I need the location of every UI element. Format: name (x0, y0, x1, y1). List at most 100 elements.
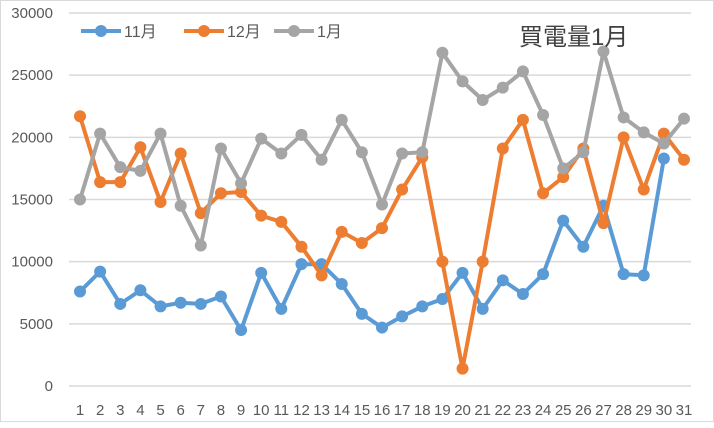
data-point (496, 142, 509, 155)
data-point (436, 46, 449, 59)
data-point (355, 307, 368, 320)
data-point (657, 127, 670, 140)
x-tick-label: 16 (374, 402, 391, 419)
x-tick-label: 31 (676, 402, 693, 419)
data-point (416, 146, 429, 159)
data-point (295, 240, 308, 253)
x-tick-label: 17 (394, 402, 411, 419)
legend: 11月 12月 1月 (81, 24, 342, 41)
data-point (557, 162, 570, 175)
y-tick-label: 30000 (11, 5, 53, 22)
data-point (134, 164, 147, 177)
x-tick-label: 25 (555, 402, 572, 419)
x-tick-label: 6 (176, 402, 184, 419)
y-axis: 0 5000 10000 15000 20000 25000 30000 (11, 5, 53, 395)
data-point (376, 222, 388, 235)
data-point (617, 268, 630, 281)
y-tick-label: 5000 (20, 316, 53, 333)
data-point (456, 266, 469, 279)
data-point (657, 137, 670, 150)
data-point (235, 186, 248, 199)
data-point (275, 302, 288, 315)
x-tick-label: 8 (217, 402, 225, 419)
data-point (355, 237, 368, 250)
x-tick-label: 23 (515, 402, 532, 419)
x-tick-label: 11 (274, 402, 290, 419)
data-point (194, 207, 207, 220)
data-point (355, 146, 368, 159)
data-point (235, 177, 248, 190)
x-tick-label: 5 (156, 402, 164, 419)
data-point (496, 274, 509, 287)
data-point (174, 199, 187, 212)
y-tick-label: 0 (45, 378, 53, 395)
x-tick-label: 18 (414, 402, 431, 419)
data-point (597, 217, 610, 230)
x-tick-label: 21 (474, 402, 491, 419)
data-point (335, 225, 348, 238)
data-point (496, 81, 509, 94)
legend-item: 11月 (81, 24, 157, 41)
chart-title: 買電量1月 (519, 24, 628, 51)
y-tick-label: 25000 (11, 67, 53, 84)
legend-item: 12月 (184, 24, 261, 41)
legend-label: 11月 (124, 24, 157, 41)
series-3 (74, 45, 690, 252)
data-point (516, 113, 529, 126)
data-point (537, 187, 550, 200)
data-point (235, 324, 248, 337)
x-tick-label: 12 (293, 402, 310, 419)
data-point (657, 152, 670, 165)
data-point (335, 278, 348, 291)
data-point (577, 240, 590, 253)
data-point (255, 209, 268, 222)
data-point (376, 198, 388, 211)
data-point (637, 269, 650, 282)
data-point (577, 146, 590, 159)
data-point (637, 126, 650, 139)
data-point (637, 183, 650, 196)
data-point (396, 147, 409, 160)
data-point (295, 258, 308, 271)
data-point (678, 112, 690, 125)
x-tick-label: 29 (635, 402, 652, 419)
x-tick-label: 14 (333, 402, 350, 419)
x-tick-label: 27 (595, 402, 612, 419)
data-point (114, 176, 127, 189)
legend-marker-icon (198, 25, 210, 37)
data-point (315, 269, 328, 282)
data-point (537, 268, 550, 281)
data-point (476, 94, 489, 107)
data-point (114, 297, 127, 310)
data-point (516, 287, 529, 300)
x-tick-label: 22 (494, 402, 511, 419)
data-point (376, 321, 388, 334)
x-tick-label: 3 (116, 402, 124, 419)
data-point (74, 193, 86, 206)
data-point (74, 285, 86, 298)
legend-marker-icon (95, 25, 107, 37)
data-point (74, 110, 86, 123)
x-tick-label: 19 (434, 402, 451, 419)
data-point (557, 214, 570, 227)
data-point (476, 302, 489, 315)
x-tick-label: 13 (313, 402, 330, 419)
data-point (617, 131, 630, 144)
data-point (537, 108, 550, 121)
x-axis: 1 2 3 4 5 6 7 8 9 10 11 12 13 14 15 16 17 18 19 20 21 22 23 24 2… (76, 402, 693, 419)
data-point (134, 284, 147, 297)
x-tick-label: 4 (136, 402, 144, 419)
data-point (154, 300, 167, 313)
data-point (154, 127, 167, 140)
data-point (94, 265, 107, 278)
data-point (154, 195, 167, 208)
y-tick-label: 20000 (11, 129, 53, 146)
data-point (194, 297, 207, 310)
data-point (295, 128, 308, 141)
legend-label: 1月 (317, 24, 342, 41)
gridlines (69, 12, 691, 387)
x-tick-label: 26 (575, 402, 592, 419)
x-tick-label: 15 (354, 402, 371, 419)
data-point (255, 266, 268, 279)
legend-marker-icon (288, 25, 300, 37)
